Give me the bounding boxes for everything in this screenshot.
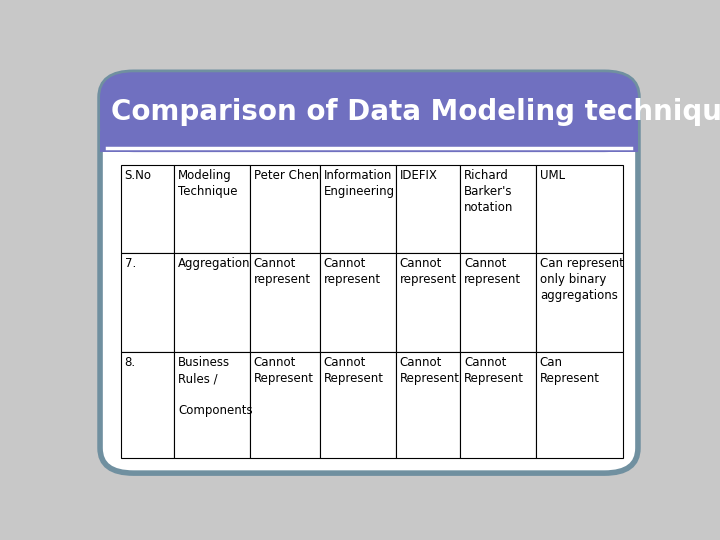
Text: Cannot
represent: Cannot represent (324, 257, 381, 286)
Text: Business
Rules /

Components: Business Rules / Components (178, 356, 253, 417)
Bar (320, 253, 395, 352)
Bar (536, 352, 623, 458)
Text: Cannot
Represent: Cannot Represent (253, 356, 314, 386)
Bar (395, 253, 460, 352)
Bar (320, 165, 395, 253)
FancyBboxPatch shape (100, 72, 638, 152)
Text: IDEFIX: IDEFIX (400, 168, 438, 182)
Text: Modeling
Technique: Modeling Technique (178, 168, 238, 198)
FancyBboxPatch shape (100, 72, 638, 473)
Bar (250, 253, 320, 352)
Text: 7.: 7. (125, 257, 136, 270)
Text: Peter Chen: Peter Chen (253, 168, 319, 182)
Bar (174, 352, 250, 458)
Text: Cannot
Represent: Cannot Represent (464, 356, 524, 386)
Bar (250, 165, 320, 253)
Bar (121, 352, 174, 458)
Text: Cannot
represent: Cannot represent (400, 257, 456, 286)
Bar (536, 253, 623, 352)
Bar (174, 165, 250, 253)
Bar (121, 253, 174, 352)
Text: Cannot
Represent: Cannot Represent (324, 356, 384, 386)
Text: Aggregation: Aggregation (178, 257, 251, 270)
Bar (121, 165, 174, 253)
Text: UML: UML (540, 168, 565, 182)
Text: Can represent
only binary
aggregations: Can represent only binary aggregations (540, 257, 624, 302)
Text: Richard
Barker's
notation: Richard Barker's notation (464, 168, 513, 214)
Bar (536, 165, 623, 253)
Text: Cannot
represent: Cannot represent (253, 257, 311, 286)
Bar (250, 352, 320, 458)
Text: 8.: 8. (125, 356, 136, 369)
Bar (460, 253, 536, 352)
Bar (395, 352, 460, 458)
Bar (460, 165, 536, 253)
Text: S.No: S.No (125, 168, 152, 182)
Text: Cannot
represent: Cannot represent (464, 257, 521, 286)
Bar (320, 352, 395, 458)
Bar (460, 352, 536, 458)
Bar (395, 165, 460, 253)
Text: Information
Engineering: Information Engineering (324, 168, 395, 198)
Bar (174, 253, 250, 352)
Text: Comparison of Data Modeling techniques: Comparison of Data Modeling techniques (111, 98, 720, 126)
Text: Cannot
Represent: Cannot Represent (400, 356, 459, 386)
Bar (100, 131, 638, 152)
Text: Can
Represent: Can Represent (540, 356, 600, 386)
